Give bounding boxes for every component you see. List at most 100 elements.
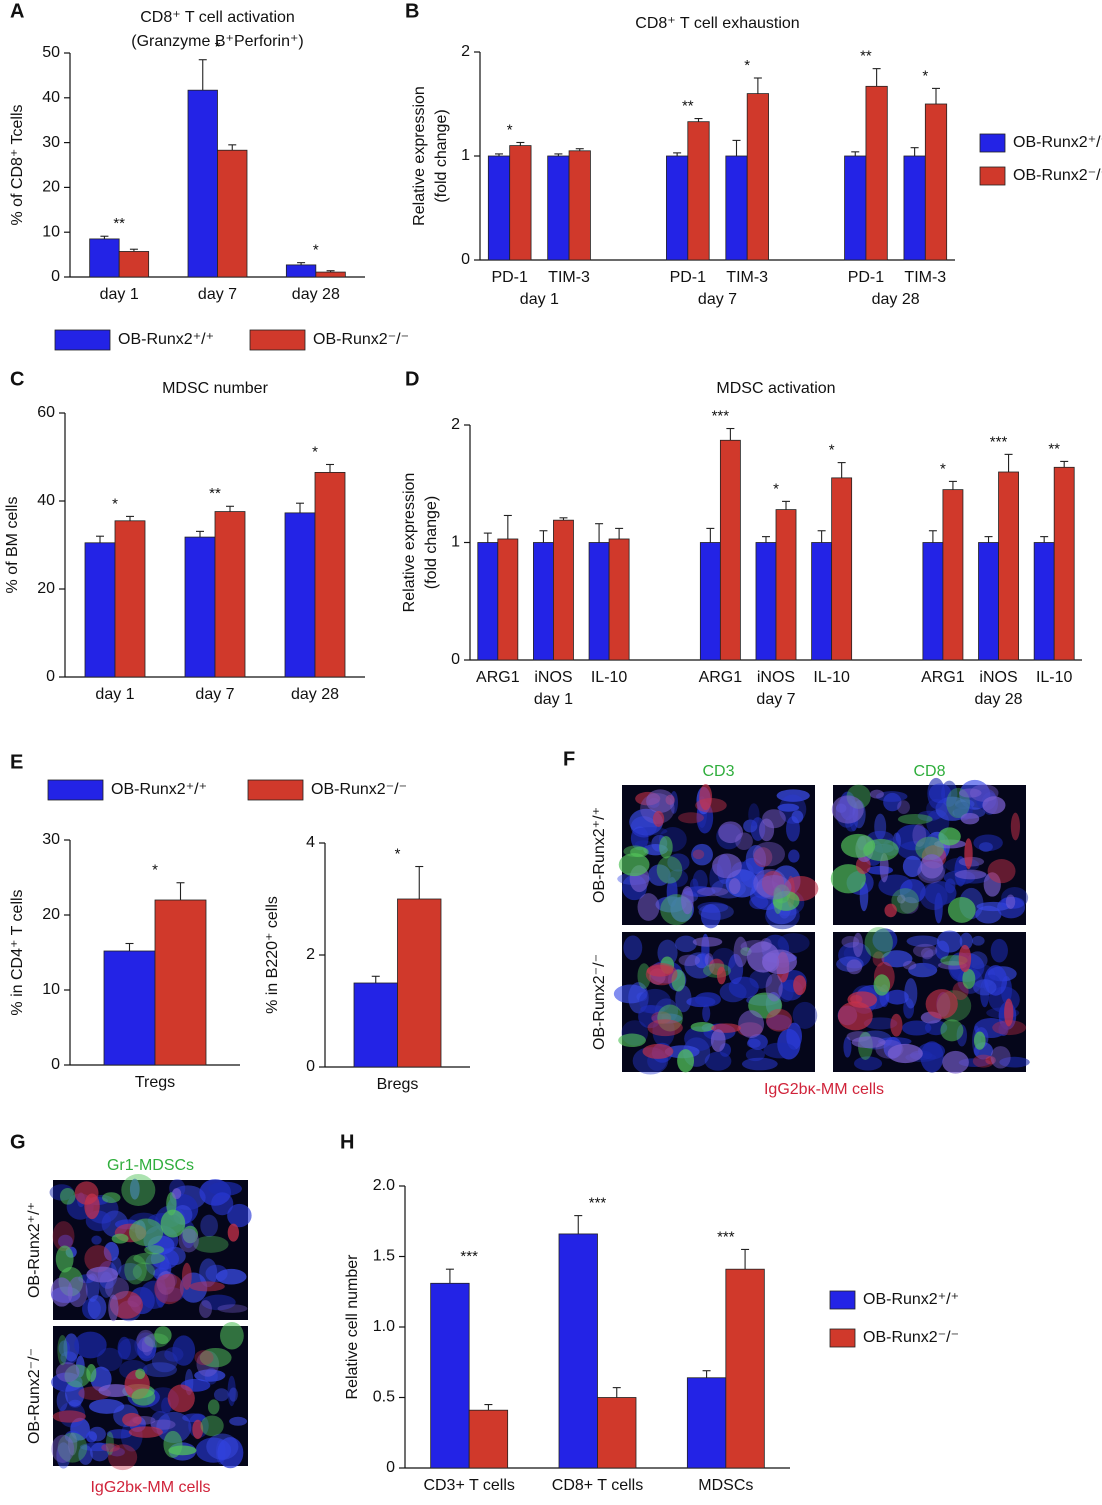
- y-tick-label: 2: [461, 43, 470, 60]
- micrograph-cell: [984, 965, 1008, 996]
- bar: [103, 950, 156, 1066]
- bar: [477, 542, 499, 661]
- group-label: day 7: [756, 691, 795, 708]
- micrograph-cell: [659, 835, 673, 859]
- micrograph-cell: [885, 989, 909, 1005]
- micrograph-cell: [973, 1031, 986, 1050]
- micrograph-cell: [692, 936, 723, 947]
- chart-title: MDSC number: [162, 380, 268, 397]
- x-tick-label: IL-10: [813, 669, 850, 686]
- bar: [725, 1268, 765, 1469]
- column-label: Gr1-MDSCs: [107, 1157, 194, 1174]
- micrograph-cell: [64, 1430, 81, 1443]
- legend-label: OB-Runx2⁺/⁺: [863, 1291, 959, 1308]
- bar: [468, 1409, 509, 1469]
- error-bar: [198, 59, 207, 91]
- bar: [487, 155, 511, 261]
- micrograph-cell: [904, 978, 918, 1009]
- bar: [924, 103, 948, 261]
- micrograph-cell: [655, 896, 687, 913]
- error-bar: [932, 87, 940, 104]
- micrograph-cell: [792, 1001, 818, 1029]
- error-bar: [1060, 460, 1069, 468]
- micrograph-cell: [208, 1181, 242, 1196]
- micrograph-cell: [763, 1042, 797, 1059]
- significance-label: *: [112, 495, 118, 512]
- micrograph-cell: [920, 1041, 944, 1073]
- micrograph-cell: [872, 951, 885, 967]
- micrograph-cell: [56, 1390, 68, 1412]
- micrograph-cell: [106, 1429, 133, 1439]
- micrograph-cell: [712, 853, 742, 879]
- bar: [154, 899, 207, 1066]
- micrograph-cell: [761, 870, 785, 896]
- error-bar: [483, 532, 492, 543]
- micrograph-cell: [890, 1013, 903, 1037]
- bar: [1053, 466, 1075, 661]
- micrograph-cell: [883, 792, 902, 812]
- error-bar: [948, 480, 957, 490]
- micrograph-cell: [936, 930, 963, 953]
- micrograph-cell: [728, 878, 741, 895]
- micrograph-cell: [117, 1336, 132, 1360]
- bar: [687, 121, 710, 261]
- micrograph-cell: [745, 844, 767, 874]
- bar: [84, 542, 116, 678]
- micrograph-cell: [67, 1432, 78, 1456]
- error-bar: [326, 270, 335, 273]
- bar: [217, 149, 248, 278]
- micrograph-cell: [925, 989, 958, 1019]
- y-tick-label: 40: [42, 89, 60, 106]
- micrograph-cell: [765, 973, 783, 1002]
- micrograph-cell: [920, 947, 934, 960]
- bar: [430, 1282, 470, 1469]
- micrograph-cell: [150, 1419, 176, 1430]
- micrograph-cell: [154, 1326, 172, 1345]
- bar: [597, 1397, 637, 1469]
- micrograph-cell: [830, 864, 866, 894]
- micrograph-cell: [992, 1020, 1027, 1036]
- x-tick-label: MDSCs: [698, 1477, 753, 1494]
- micrograph-cell: [700, 904, 721, 929]
- micrograph-cell: [906, 935, 940, 947]
- micrograph-cell: [791, 810, 804, 824]
- micrograph-cell: [756, 875, 792, 900]
- bar: [831, 477, 853, 661]
- micrograph-cell: [762, 952, 780, 972]
- micrograph-cell: [74, 1181, 99, 1205]
- legend-swatch: [829, 1290, 856, 1310]
- y-tick-label: 60: [37, 404, 55, 421]
- error-bar: [516, 141, 525, 146]
- micrograph-cell: [67, 1276, 88, 1308]
- micrograph-cell: [129, 1218, 164, 1247]
- micrograph-cell: [1010, 812, 1020, 841]
- micrograph-cell: [124, 1254, 147, 1285]
- bar: [397, 898, 442, 1068]
- micrograph-cell: [741, 1057, 778, 1071]
- significance-label: *: [773, 480, 779, 497]
- x-tick-label: day 28: [291, 686, 339, 703]
- micrograph-cell: [618, 1033, 646, 1048]
- micrograph-cell: [200, 1214, 218, 1237]
- bar: [666, 155, 689, 261]
- micrograph-cell: [78, 1444, 93, 1465]
- error-bar: [753, 77, 762, 94]
- x-tick-label: PD-1: [491, 269, 528, 286]
- y-tick-label: 20: [42, 906, 60, 923]
- legend-swatch: [54, 329, 111, 351]
- x-tick-label: IL-10: [591, 669, 628, 686]
- micrograph-cell: [648, 864, 671, 886]
- bar: [922, 542, 944, 661]
- group-label: day 28: [872, 291, 920, 308]
- error-bar: [1004, 453, 1013, 472]
- significance-label: **: [113, 215, 125, 232]
- micrograph-cell: [227, 1203, 252, 1228]
- micrograph-cell: [207, 1399, 220, 1415]
- error-bar: [495, 153, 503, 156]
- micrograph-cell: [843, 1036, 852, 1058]
- y-tick-label: 4: [306, 834, 315, 851]
- micrograph-cell: [675, 935, 697, 953]
- micrograph-cell: [710, 1029, 726, 1052]
- micrograph-cell: [192, 1419, 204, 1440]
- error-bar: [702, 1370, 711, 1378]
